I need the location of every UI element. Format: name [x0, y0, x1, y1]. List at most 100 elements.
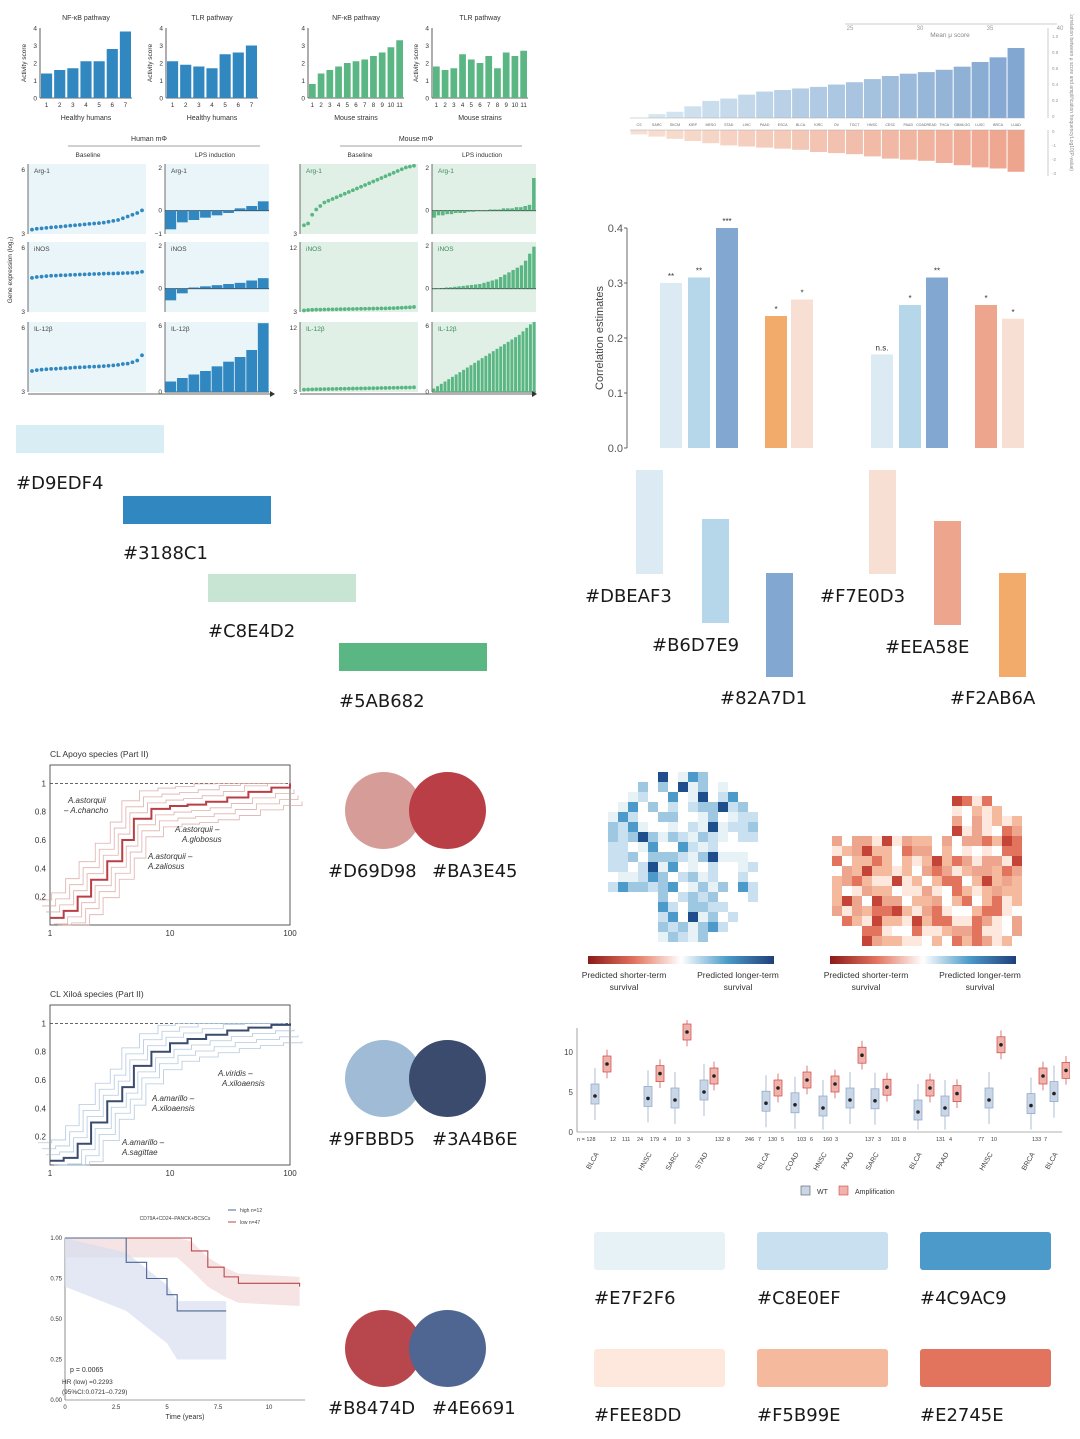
bar — [93, 61, 105, 98]
heatmap-cell — [932, 916, 942, 926]
mean-point — [646, 1096, 650, 1101]
heatmap-cell — [648, 872, 658, 882]
bar — [899, 130, 917, 160]
annotation: – A.chancho — [63, 806, 109, 815]
y-tick-label: 0 — [425, 96, 429, 103]
x-tick-label: 100 — [283, 1169, 297, 1178]
bar — [528, 324, 532, 392]
bar — [881, 76, 899, 118]
y-tick-label: 4 — [425, 26, 429, 33]
data-point — [334, 386, 339, 391]
data-point — [367, 386, 372, 391]
heatmap-cell — [872, 936, 882, 946]
data-point — [359, 386, 363, 391]
data-point — [106, 363, 111, 368]
data-point — [403, 385, 408, 390]
background-curve — [58, 795, 299, 926]
heatmap-cell — [972, 796, 982, 806]
data-point — [73, 365, 77, 370]
bar — [523, 260, 528, 289]
heatmap-cell — [852, 876, 862, 886]
heatmap-cell — [902, 876, 912, 886]
heatmap-cell — [882, 936, 892, 946]
heatmap-cell — [718, 822, 728, 832]
heatmap-cell — [698, 922, 708, 932]
mean-point — [821, 1106, 825, 1110]
data-point — [363, 306, 368, 311]
heatmap-cell — [648, 832, 658, 842]
data-point — [135, 211, 140, 215]
bar — [234, 357, 246, 392]
y-tick-label: 3 — [293, 231, 297, 238]
heatmap-cell — [698, 792, 708, 802]
bar — [482, 282, 486, 289]
heatmap-cell — [688, 802, 698, 812]
heatmap-cell — [942, 876, 952, 886]
bar — [478, 284, 482, 289]
data-point — [371, 386, 376, 391]
heatmap-cell — [688, 842, 698, 852]
data-point — [101, 220, 106, 225]
chart-title: NF-κB pathway — [332, 15, 380, 22]
heatmap-cell — [972, 816, 982, 826]
data-point — [44, 274, 49, 279]
y-tick-label: 0.2 — [35, 893, 47, 902]
heatmap-cell — [658, 852, 668, 862]
top-tick-label: 25 — [847, 26, 854, 32]
heatmap-cell — [952, 916, 962, 926]
data-point — [54, 366, 58, 371]
data-point — [326, 307, 331, 312]
heatmap-cell — [982, 856, 992, 866]
heatmap-cell — [668, 912, 678, 922]
plot-frame — [49, 1004, 291, 1166]
heatmap-cell — [688, 922, 698, 932]
gene-label: iNOS — [438, 246, 454, 253]
heatmap-cell — [842, 906, 852, 916]
gene-label: iNOS — [34, 246, 50, 253]
heatmap-cell — [992, 866, 1002, 876]
heatmap-cell — [982, 796, 992, 806]
cl-apoyo-chart: CL Apoyo species (Part II) 0.2 0.4 0.6 0.8 1 1… — [35, 749, 303, 938]
box — [940, 1095, 950, 1117]
bar — [257, 278, 269, 289]
y-tick-label: 0 — [33, 96, 37, 103]
x-tick-label: STAD — [695, 1152, 710, 1171]
data-point — [140, 353, 144, 358]
heatmap-cell — [658, 832, 668, 842]
bar — [501, 208, 506, 211]
heatmap-cell — [972, 876, 982, 886]
y-axis-label: Correlation estimates — [594, 286, 606, 390]
bar — [738, 94, 756, 118]
x-tick-label: 9 — [380, 102, 384, 109]
bar — [716, 228, 738, 448]
heatmap-cell — [982, 806, 992, 816]
mean-point — [702, 1090, 706, 1094]
heatmap-cell — [902, 856, 912, 866]
panel-background — [28, 164, 146, 234]
y-tick-label: 2 — [159, 61, 163, 68]
x-tick-label: 6 — [478, 102, 482, 109]
legend-label: low n=47 — [240, 1220, 260, 1226]
heatmap-cell — [872, 866, 882, 876]
panel-title: Mouse mΦ — [399, 136, 434, 143]
bar — [445, 210, 449, 215]
heatmap-cell — [1002, 906, 1012, 916]
data-point — [330, 307, 335, 312]
y-axis-label: Activity score — [413, 43, 420, 82]
bar — [1007, 48, 1025, 118]
heatmap-cell — [1002, 866, 1012, 876]
heatmap-cell — [728, 822, 738, 832]
heatmap-cell — [658, 862, 668, 872]
heatmap-cell — [728, 852, 738, 862]
bar — [467, 210, 471, 212]
mu-score-chart: 25 30 35 40 Mean μ score CS SARC SKCM KIRP MESO ST… — [630, 14, 1074, 176]
data-point — [379, 176, 384, 180]
bar — [475, 210, 480, 212]
x-tick-label: 2 — [319, 102, 323, 109]
heatmap-cell — [992, 816, 1002, 826]
heatmap-cell — [678, 782, 688, 792]
heatmap-cell — [982, 836, 992, 846]
background-curve — [46, 783, 286, 913]
count-label: 8 — [903, 1137, 906, 1143]
